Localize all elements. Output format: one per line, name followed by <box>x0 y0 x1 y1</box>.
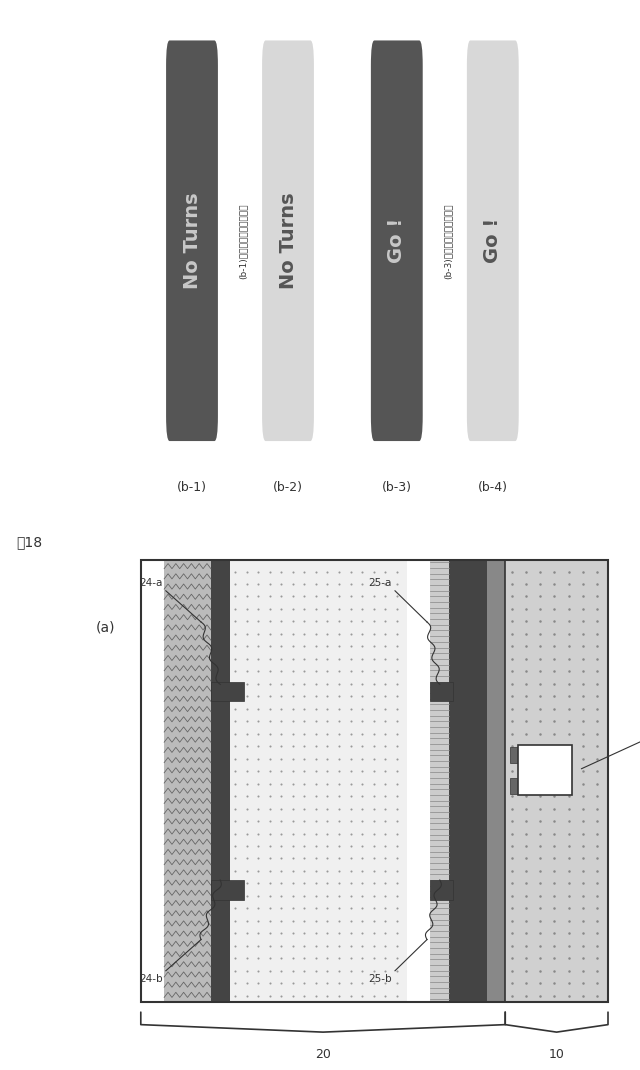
Bar <box>449 560 486 1002</box>
FancyBboxPatch shape <box>467 41 518 441</box>
Bar <box>211 682 244 702</box>
Bar <box>510 747 522 763</box>
Text: 20: 20 <box>315 1049 331 1061</box>
Text: 24-a: 24-a <box>140 578 163 587</box>
Text: (a): (a) <box>96 621 115 635</box>
Bar <box>141 560 608 1002</box>
Bar <box>211 880 244 900</box>
Bar <box>431 560 449 1002</box>
Bar <box>211 560 230 1002</box>
Text: No Turns: No Turns <box>182 193 202 289</box>
Text: (b-3): (b-3) <box>382 482 412 494</box>
Bar <box>431 682 453 702</box>
Text: Go !: Go ! <box>483 218 502 263</box>
Text: No Turns: No Turns <box>278 193 298 289</box>
Text: 25-b: 25-b <box>368 974 392 983</box>
FancyBboxPatch shape <box>262 41 314 441</box>
Bar <box>431 880 453 900</box>
FancyBboxPatch shape <box>371 41 422 441</box>
Bar <box>510 778 522 794</box>
Text: 1: 1 <box>581 730 640 768</box>
Text: (b-4): (b-4) <box>478 482 508 494</box>
Bar <box>141 560 164 1002</box>
Bar <box>486 560 505 1002</box>
Text: 25-a: 25-a <box>369 578 392 587</box>
Text: 24-b: 24-b <box>139 974 163 983</box>
Text: (b-2): (b-2) <box>273 482 303 494</box>
Text: (b-3)の電極パターンを反転: (b-3)の電極パターンを反転 <box>444 203 452 278</box>
Bar <box>518 745 572 795</box>
Bar <box>164 560 211 1002</box>
Bar <box>407 560 431 1002</box>
Bar <box>505 560 608 1002</box>
FancyBboxPatch shape <box>166 41 218 441</box>
Bar <box>230 560 407 1002</box>
Text: Go !: Go ! <box>387 218 406 263</box>
Text: 図18: 図18 <box>16 536 42 550</box>
Text: (b-1): (b-1) <box>177 482 207 494</box>
Text: 10: 10 <box>548 1049 564 1061</box>
Text: (b-1)の電極パターンを反転: (b-1)の電極パターンを反転 <box>239 203 248 278</box>
